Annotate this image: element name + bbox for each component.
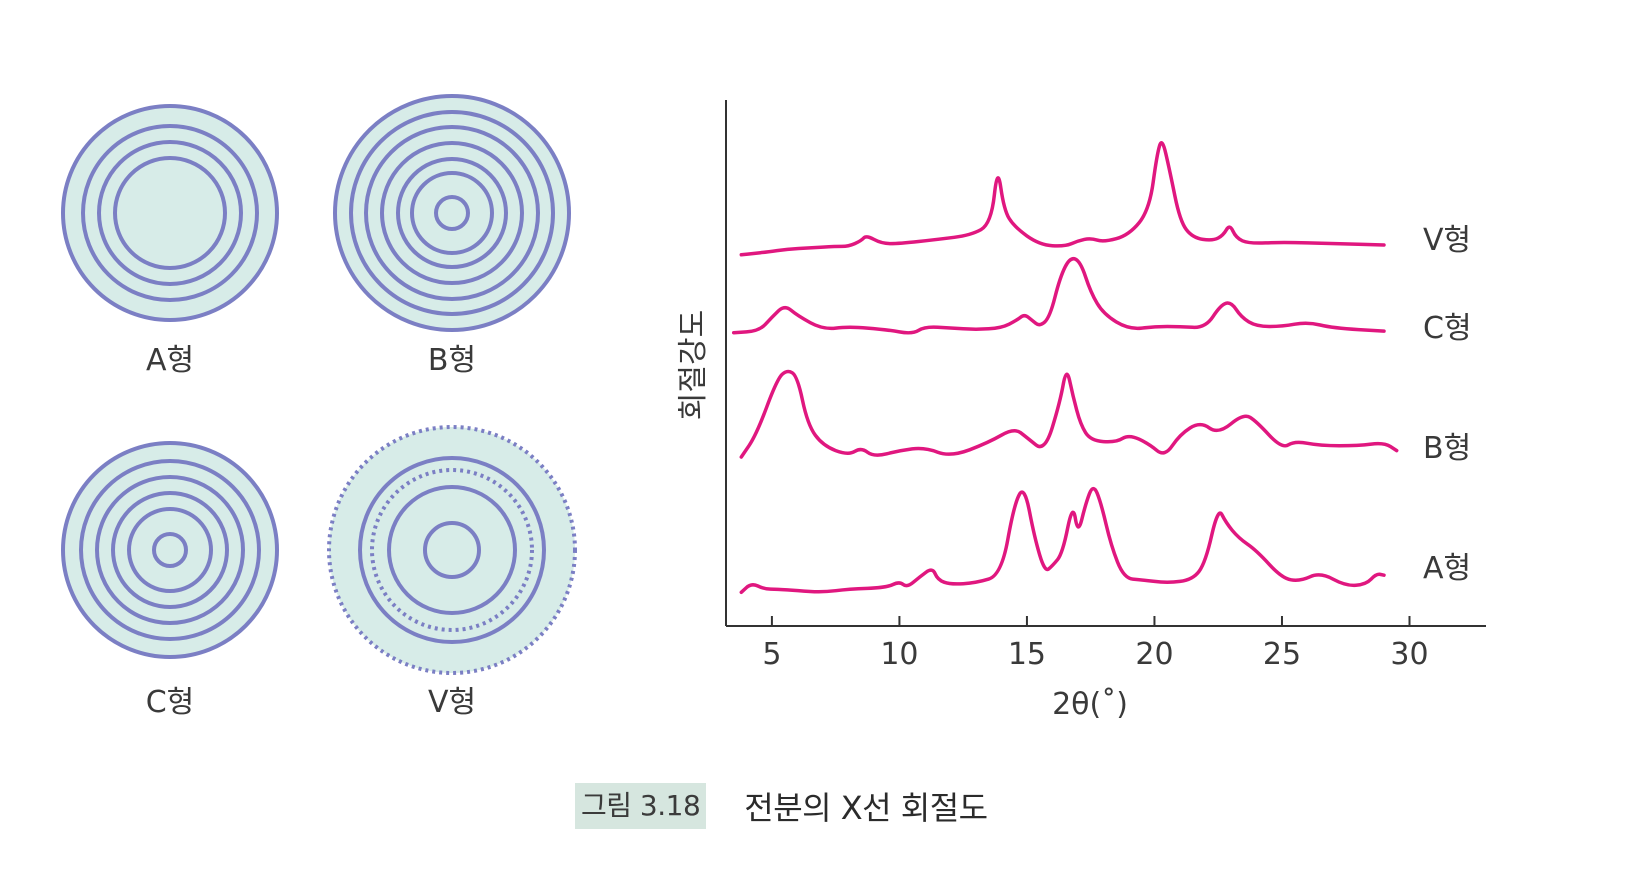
pattern-a: [61, 104, 279, 322]
ring: [358, 456, 546, 644]
caption-text: 전분의 X선 회절도: [744, 789, 988, 827]
series-lines: [731, 141, 1399, 595]
ring: [423, 521, 481, 579]
x-tick-label: 30: [1390, 637, 1428, 672]
ring: [95, 475, 245, 625]
x-axis-label: 2θ(˚): [1052, 687, 1128, 722]
series-line: [739, 486, 1386, 595]
ring: [113, 156, 227, 270]
ring: [61, 441, 279, 659]
ring: [79, 459, 261, 641]
x-tick-label: 20: [1135, 637, 1173, 672]
series-label: C형: [1423, 311, 1472, 346]
ring: [111, 491, 229, 609]
x-tick-label: 25: [1263, 637, 1301, 672]
ring: [380, 141, 524, 285]
series-label: B형: [1423, 431, 1471, 466]
pattern-b: [333, 94, 571, 332]
pattern-c: [61, 441, 279, 659]
pattern-b-label: B형: [428, 343, 476, 378]
series-line: [731, 256, 1386, 335]
ring: [97, 140, 243, 286]
series-line: [739, 369, 1399, 459]
ring: [152, 532, 188, 568]
ring: [81, 124, 259, 302]
pattern-c-label: C형: [146, 685, 195, 720]
figure-caption: 그림 3.18 전분의 X선 회절도: [575, 782, 988, 830]
x-ticks: 5 10 15 20 25 30: [762, 616, 1429, 672]
ring: [333, 94, 571, 332]
ring: [327, 425, 577, 675]
ring: [434, 195, 470, 231]
pattern-a-label: A형: [146, 343, 194, 378]
series-line: [739, 141, 1386, 257]
ring: [370, 468, 534, 632]
y-axis-label: 회절강도: [676, 310, 711, 420]
ring: [410, 171, 494, 255]
ring: [349, 110, 555, 316]
series-labels: V형 C형 B형 A형: [1423, 223, 1472, 586]
x-tick-label: 5: [762, 637, 781, 672]
diffraction-chart: 5 10 15 20 25 30 V형 C형 B형 A형 2θ(˚) 회절강도: [676, 100, 1486, 722]
x-tick-label: 10: [880, 637, 918, 672]
ring: [387, 485, 517, 615]
pattern-v: [327, 425, 577, 675]
series-label: A형: [1423, 551, 1471, 586]
pattern-v-label: V형: [428, 685, 476, 720]
x-tick-label: 15: [1008, 637, 1046, 672]
ring: [61, 104, 279, 322]
caption-label: 그림 3.18: [575, 783, 707, 829]
ring: [127, 507, 213, 593]
ring: [396, 157, 508, 269]
series-label: V형: [1423, 223, 1471, 258]
ring: [364, 125, 540, 301]
